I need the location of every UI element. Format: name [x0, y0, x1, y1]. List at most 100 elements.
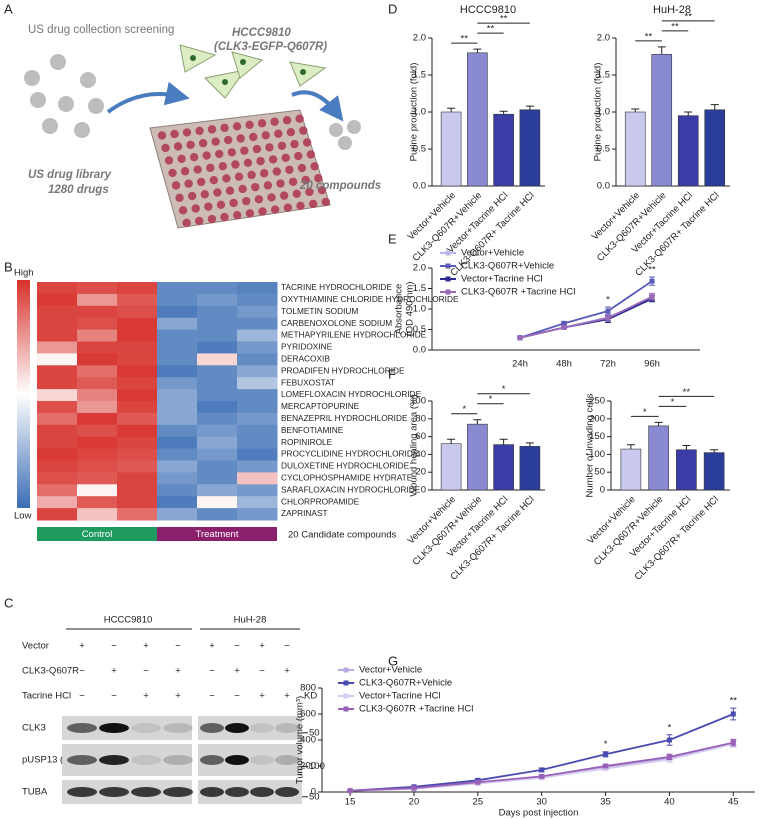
heat-cell — [77, 460, 118, 473]
heat-cell — [77, 377, 118, 390]
treatment-sign: − — [259, 666, 265, 677]
well — [161, 143, 170, 153]
significance-label: * — [604, 739, 608, 750]
bar — [493, 113, 514, 187]
significance-label: ** — [683, 387, 691, 398]
heat-cell — [237, 389, 278, 402]
well — [175, 193, 184, 203]
heat-cell — [37, 436, 78, 450]
legend-low: Low — [14, 511, 32, 522]
compound-name: DERACOXIB — [281, 354, 330, 364]
data-point — [605, 308, 611, 314]
well — [157, 131, 167, 140]
heat-cell — [117, 460, 158, 473]
well — [204, 202, 213, 211]
error-bar — [657, 46, 666, 55]
well — [310, 162, 319, 171]
x-axis-label: Days post injection — [499, 808, 579, 819]
well — [254, 195, 264, 204]
heat-cell — [77, 448, 118, 461]
treatment-label: Vector — [22, 641, 49, 652]
well — [177, 154, 186, 164]
bar — [440, 111, 462, 187]
heat-cell — [197, 508, 238, 521]
well — [231, 160, 240, 169]
y-tick-label: 0 — [600, 485, 605, 496]
heat-cell — [237, 412, 278, 426]
data-point — [666, 754, 672, 760]
blot-band — [163, 787, 193, 797]
group-label: Treatment — [196, 529, 239, 540]
y-tick-label: 100 — [589, 449, 605, 460]
well — [193, 165, 202, 174]
heat-cell — [157, 341, 198, 354]
error-bar — [710, 449, 719, 453]
significance-label: * — [643, 407, 647, 418]
well — [223, 135, 233, 145]
y-tick-label: 2.0 — [413, 263, 426, 274]
well — [173, 142, 183, 151]
bar — [677, 115, 699, 187]
well — [258, 207, 267, 216]
well — [189, 152, 199, 162]
y-tick-label: 0.5 — [413, 144, 426, 155]
blot-band — [99, 755, 129, 765]
well — [314, 174, 323, 183]
heat-cell — [37, 412, 78, 426]
heat-cell — [237, 317, 278, 331]
heat-cell — [237, 448, 278, 461]
heat-cell — [37, 317, 78, 331]
compound-name: TACRINE HYDROCHLORIDE — [281, 282, 392, 292]
heat-cell — [117, 305, 158, 319]
well — [279, 191, 289, 200]
well — [207, 214, 217, 224]
well — [285, 165, 294, 174]
well — [268, 155, 278, 164]
heat-cell — [117, 412, 158, 426]
well — [296, 201, 305, 210]
error-bar — [525, 442, 534, 447]
heat-cell — [37, 472, 78, 485]
heat-cell — [117, 484, 158, 497]
x-tick-label: 25 — [473, 797, 484, 808]
heat-cell — [197, 401, 238, 414]
panel-label: D — [388, 1, 397, 16]
heat-cell — [77, 282, 118, 295]
heat-cell — [237, 496, 278, 509]
heat-cell — [197, 305, 238, 319]
significance-label: ** — [685, 11, 693, 22]
y-tick-label: 400 — [300, 735, 316, 746]
legend-label: CLK3-Q607R+Vehicle — [461, 261, 554, 272]
heat-cell — [197, 472, 238, 485]
blot-band — [225, 723, 249, 733]
well — [200, 190, 209, 199]
heat-cell — [237, 293, 278, 307]
treatment-label: Tacrine HCl — [22, 691, 71, 702]
heat-cell — [117, 365, 158, 378]
heat-cell — [157, 460, 198, 473]
treatment-sign: − — [209, 666, 215, 677]
heat-cell — [77, 353, 118, 366]
blot-band — [67, 755, 97, 765]
error-bar — [525, 105, 534, 110]
data-point — [411, 785, 417, 791]
well — [297, 163, 307, 173]
well — [317, 185, 327, 195]
heat-cell — [117, 317, 158, 331]
well — [283, 203, 293, 212]
blot-band — [99, 723, 129, 733]
well — [251, 182, 260, 192]
heat-cell — [157, 472, 198, 485]
x-tick-label: 24h — [512, 359, 528, 370]
heat-cell — [237, 401, 278, 414]
well — [267, 193, 276, 202]
cell-line: HuH-28 — [234, 615, 267, 626]
panel-label: B — [4, 259, 13, 274]
blot-band — [200, 723, 224, 733]
error-bar — [447, 107, 456, 112]
y-axis-label: Tumor volume (mm³) — [295, 696, 306, 784]
heat-cell — [197, 377, 238, 390]
well — [308, 199, 318, 209]
well — [281, 153, 290, 162]
